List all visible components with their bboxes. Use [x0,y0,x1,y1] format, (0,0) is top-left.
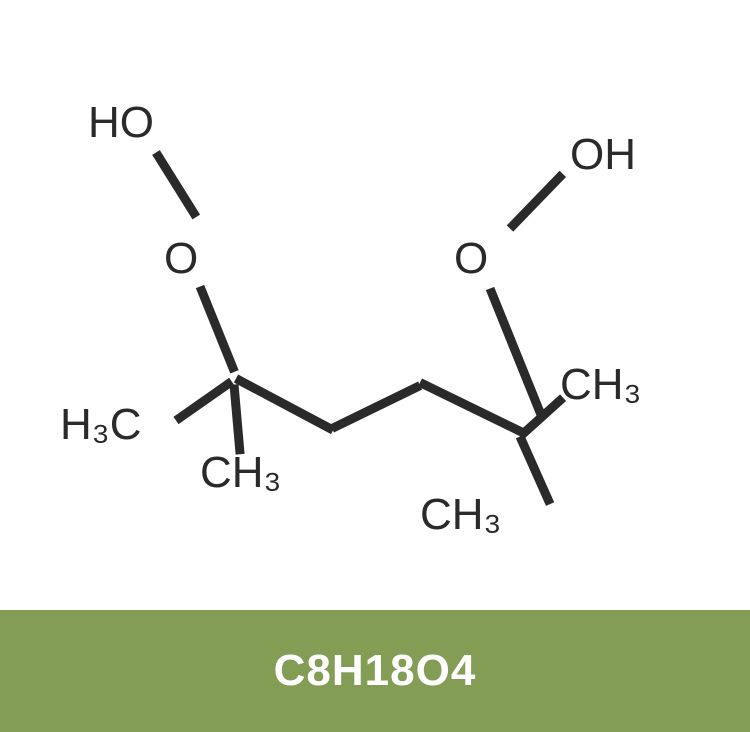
label-oh-topright: OH [570,130,636,180]
bond [330,381,422,432]
formula-bar: C8H18O4 [0,610,750,732]
bond [234,375,335,435]
label-ch3-right: CH₃ [560,360,641,410]
label-ho-topleft: HO [88,98,154,148]
bond [516,435,554,506]
bond [152,150,200,219]
label-o-right: O [454,234,488,284]
bond [418,378,524,436]
label-o-left: O [164,234,198,284]
label-ch3-rightcenter: CH₃ [420,490,501,540]
formula-text: C8H18O4 [274,646,477,696]
molecule-diagram: HO O O OH H₃C CH₃ CH₃ CH₃ [0,0,750,610]
label-ch3-leftcenter: CH₃ [200,448,281,498]
bond [517,394,566,439]
label-h3c-left: H₃C [60,400,141,450]
bond [507,171,566,232]
bond [196,285,239,374]
bond [173,378,234,424]
bond [230,384,245,455]
bond [486,287,547,420]
